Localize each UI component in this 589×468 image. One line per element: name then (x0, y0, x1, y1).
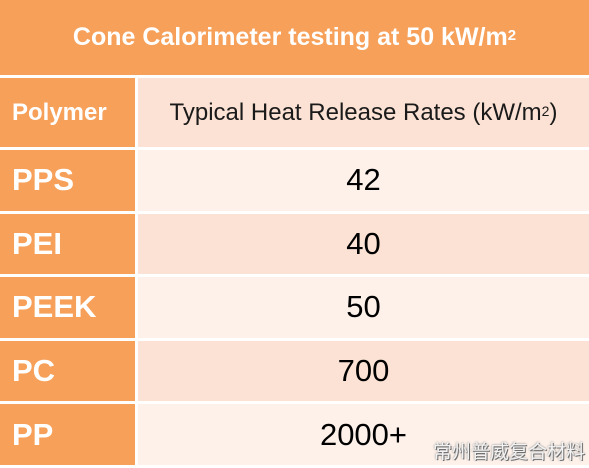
heat-release-value: 700 (337, 353, 390, 389)
polymer-name: PEI (12, 225, 62, 261)
polymer-name: PPS (12, 162, 75, 198)
heat-release-value: 50 (346, 289, 381, 325)
table-title: Cone Calorimeter testing at 50 kW/m 2 (0, 0, 589, 78)
row-value-pps: 42 (138, 150, 589, 214)
polymer-name: PC (12, 353, 56, 389)
column-header-heat-release: Typical Heat Release Rates (kW/m 2) (138, 78, 589, 150)
row-label-pp: PP (0, 404, 138, 468)
polymer-name: PP (12, 416, 54, 452)
row-label-pps: PPS (0, 150, 138, 214)
column-header-heat-release-text: Typical Heat Release Rates (kW/m (169, 98, 542, 126)
heat-release-value: 42 (346, 162, 381, 198)
row-label-pc: PC (0, 340, 138, 405)
column-header-polymer-text: Polymer (12, 98, 107, 126)
row-value-pp: 2000+ (138, 404, 589, 468)
table-title-text: Cone Calorimeter testing at 50 kW/m (72, 23, 508, 51)
heat-release-value: 2000+ (319, 416, 408, 452)
row-label-peek: PEEK (0, 277, 138, 341)
row-label-pei: PEI (0, 213, 138, 278)
table-title-superscript: 2 (507, 27, 517, 44)
row-value-pc: 700 (138, 340, 589, 405)
row-value-pei: 40 (138, 213, 589, 278)
watermark: 常州普威复合材料 (432, 441, 585, 463)
heat-release-value: 40 (346, 225, 381, 261)
column-header-polymer: Polymer (0, 78, 138, 150)
polymer-name: PEEK (12, 289, 97, 325)
row-value-peek: 50 (138, 277, 589, 341)
column-header-heat-release-superscript: 2 (541, 102, 550, 119)
column-header-heat-release-close: ) (549, 98, 558, 126)
